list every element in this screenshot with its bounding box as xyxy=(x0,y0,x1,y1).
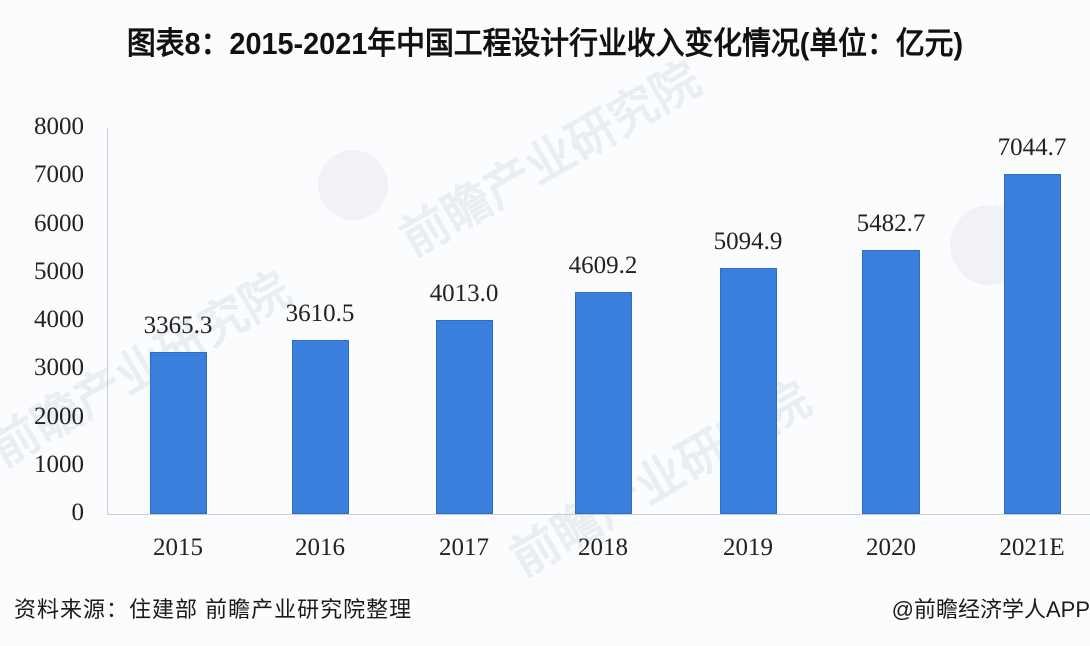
y-tick-label: 7000 xyxy=(34,161,84,188)
bar-2019 xyxy=(720,268,777,514)
x-tick-label: 2017 xyxy=(439,534,489,561)
x-tick-label: 2016 xyxy=(295,534,345,561)
bar-2021e xyxy=(1004,174,1061,514)
bar-value-label: 5482.7 xyxy=(856,210,926,237)
y-tick-label: 5000 xyxy=(34,258,84,285)
x-axis-line xyxy=(107,514,1090,515)
x-tick-label: 2019 xyxy=(723,534,773,561)
y-tick-label: 3000 xyxy=(34,354,84,381)
y-tick-label: 6000 xyxy=(34,210,84,237)
y-axis-line xyxy=(107,128,108,515)
y-tick-label: 2000 xyxy=(34,403,84,430)
x-tick-label: 2015 xyxy=(153,534,203,561)
x-tick-label: 2021E xyxy=(999,534,1065,561)
bar-2015 xyxy=(150,352,207,514)
source-note: 资料来源：住建部 前瞻产业研究院整理 xyxy=(14,597,413,622)
bar-value-label: 3365.3 xyxy=(143,312,213,339)
bar-2017 xyxy=(436,320,493,514)
y-tick-label: 8000 xyxy=(34,113,84,140)
y-tick-label: 4000 xyxy=(34,306,84,333)
bar-2018 xyxy=(575,292,632,514)
watermark-logo-icon xyxy=(318,150,388,220)
credit-note: @前瞻经济学人APP xyxy=(891,597,1090,622)
x-tick-label: 2018 xyxy=(578,534,628,561)
bar-2020 xyxy=(862,250,920,514)
chart-title: 图表8：2015-2021年中国工程设计行业收入变化情况(单位：亿元) xyxy=(126,26,964,61)
x-tick-label: 2020 xyxy=(866,534,916,561)
bar-value-label: 4013.0 xyxy=(429,280,499,307)
bar-value-label: 4609.2 xyxy=(568,252,638,279)
watermark-text: 前瞻产业研究院 xyxy=(392,52,710,267)
bar-value-label: 5094.9 xyxy=(713,228,783,255)
bar-value-label: 7044.7 xyxy=(997,134,1067,161)
bar-2016 xyxy=(292,340,349,514)
y-tick-label: 0 xyxy=(71,499,85,526)
y-tick-label: 1000 xyxy=(34,451,84,478)
bar-value-label: 3610.5 xyxy=(285,300,355,327)
